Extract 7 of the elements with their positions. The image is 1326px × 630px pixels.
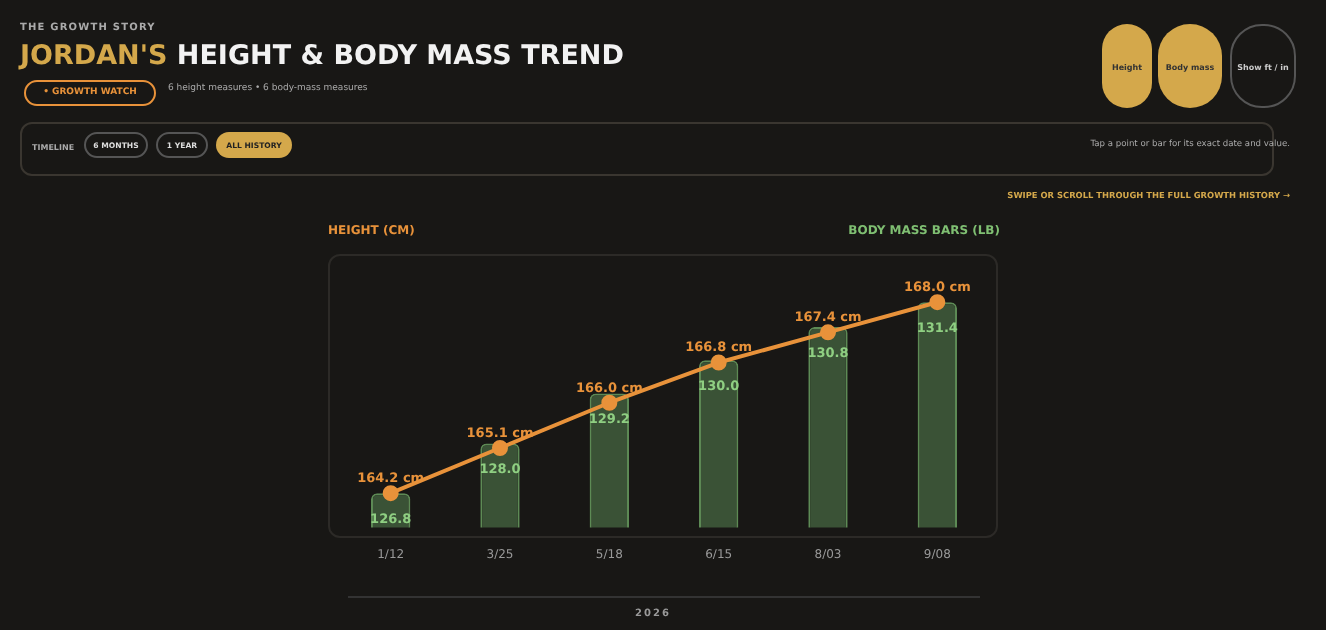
point <box>820 324 836 341</box>
point <box>382 485 399 502</box>
point <box>492 439 508 456</box>
point <box>601 394 618 411</box>
point <box>929 294 946 311</box>
point <box>710 354 727 371</box>
chart-title: JORDAN'S HEIGHT & BODY MASS TREND <box>20 40 624 72</box>
